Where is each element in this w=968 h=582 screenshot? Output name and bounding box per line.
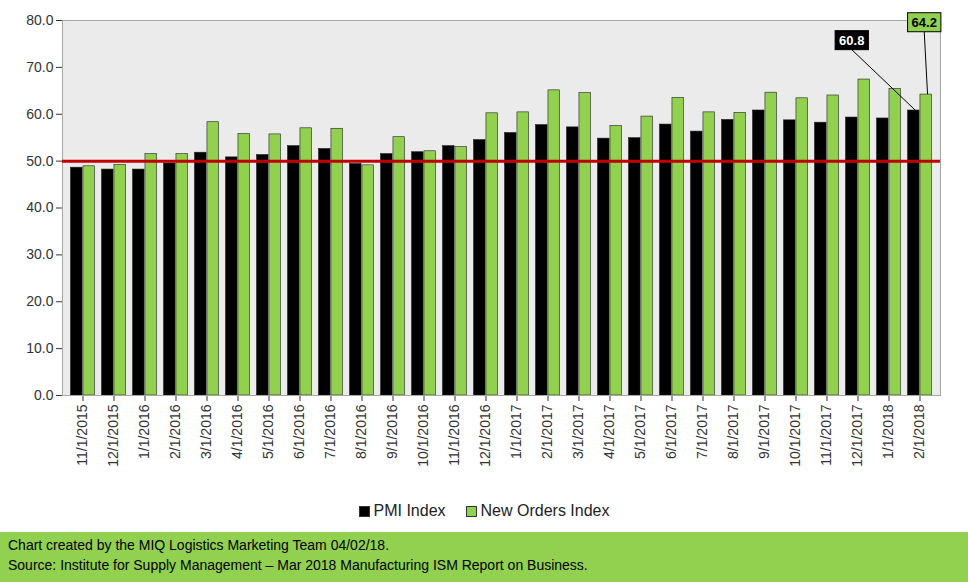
svg-text:4/1/2017: 4/1/2017	[601, 404, 617, 459]
svg-text:60.0: 60.0	[26, 106, 53, 122]
svg-text:60.8: 60.8	[839, 33, 864, 48]
svg-text:11/1/2015: 11/1/2015	[74, 404, 90, 465]
html-text:PMI Index: PMI Index	[373, 502, 446, 519]
svg-text:2/1/2018: 2/1/2018	[911, 404, 927, 459]
svg-text:1/1/2016: 1/1/2016	[136, 404, 152, 459]
svg-text:5/1/2017: 5/1/2017	[632, 404, 648, 459]
svg-text:20.0: 20.0	[26, 293, 53, 309]
svg-text:12/1/2017: 12/1/2017	[849, 404, 865, 466]
svg-text:8/1/2016: 8/1/2016	[353, 404, 369, 459]
svg-text:4/1/2016: 4/1/2016	[229, 404, 245, 459]
svg-text:7/1/2016: 7/1/2016	[322, 404, 338, 459]
svg-text:9/1/2016: 9/1/2016	[384, 404, 400, 459]
svg-text:10.0: 10.0	[26, 340, 53, 356]
svg-text:10/1/2017: 10/1/2017	[787, 404, 803, 466]
svg-text:40.0: 40.0	[26, 199, 53, 215]
svg-text:7/1/2017: 7/1/2017	[694, 404, 710, 459]
svg-text:70.0: 70.0	[26, 59, 53, 75]
svg-text:0.0: 0.0	[34, 387, 54, 403]
svg-text:6/1/2017: 6/1/2017	[663, 404, 679, 459]
svg-text:6/1/2016: 6/1/2016	[291, 404, 307, 459]
svg-text:30.0: 30.0	[26, 246, 53, 262]
svg-text:1/1/2018: 1/1/2018	[880, 404, 896, 459]
svg-text:5/1/2016: 5/1/2016	[260, 404, 276, 459]
svg-text:80.0: 80.0	[26, 12, 53, 28]
svg-text:3/1/2017: 3/1/2017	[570, 404, 586, 459]
svg-text:9/1/2017: 9/1/2017	[756, 404, 772, 459]
svg-text:11/1/2017: 11/1/2017	[818, 404, 834, 465]
svg-text:2/1/2016: 2/1/2016	[167, 404, 183, 459]
svg-text:11/1/2016: 11/1/2016	[446, 404, 462, 465]
svg-text:1/1/2017: 1/1/2017	[508, 404, 524, 459]
svg-text:10/1/2016: 10/1/2016	[415, 404, 431, 466]
svg-text:50.0: 50.0	[26, 153, 53, 169]
html-text:New Orders Index: New Orders Index	[480, 502, 610, 519]
svg-text:12/1/2016: 12/1/2016	[477, 404, 493, 466]
svg-text:3/1/2016: 3/1/2016	[198, 404, 214, 459]
html-text:Chart created by the MIQ Logis: Chart created by the MIQ Logistics Marke…	[8, 537, 389, 553]
svg-text:8/1/2017: 8/1/2017	[725, 404, 741, 459]
svg-text:12/1/2015: 12/1/2015	[105, 404, 121, 466]
svg-text:64.2: 64.2	[912, 15, 937, 30]
svg-text:2/1/2017: 2/1/2017	[539, 404, 555, 459]
html-text:Source: Institute for Supply M: Source: Institute for Supply Management …	[8, 557, 588, 573]
